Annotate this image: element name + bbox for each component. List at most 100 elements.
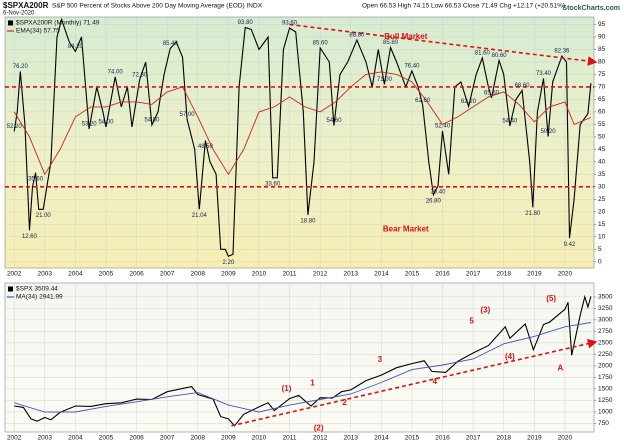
- chart-subtitle: S&P 500 Percent of Stocks Above 200 Day …: [52, 3, 263, 10]
- y-tick-label: 2250: [598, 351, 613, 358]
- data-label: 2.20: [223, 260, 235, 266]
- x-tick-label: 2020: [558, 435, 573, 441]
- x-tick-label: 2005: [99, 435, 114, 441]
- x-tick-label: 2017: [466, 435, 481, 441]
- data-label: 21.80: [525, 211, 541, 217]
- data-label: 50.20: [541, 129, 557, 135]
- x-tick-label: 2012: [313, 271, 328, 278]
- plot-layer: 0510152025303540455055606570758085909520…: [4, 16, 613, 441]
- annotation: 5: [469, 316, 474, 325]
- data-label: 21.00: [36, 213, 52, 219]
- data-label: 53.20: [82, 121, 98, 127]
- x-tick-label: 2007: [160, 271, 175, 278]
- y-tick-label: 60: [598, 109, 606, 116]
- annotation: (5): [546, 294, 556, 303]
- x-tick-label: 2018: [497, 271, 512, 278]
- x-tick-label: 2006: [129, 435, 144, 441]
- quote: Open 66.53 High 74.15 Low 66.53 Close 71…: [362, 3, 565, 10]
- x-tick-label: 2020: [558, 271, 573, 278]
- y-tick-label: 65: [598, 96, 606, 103]
- y-tick-label: 1000: [598, 409, 613, 416]
- y-tick-label: 95: [598, 21, 606, 28]
- y-tick-label: 0: [598, 258, 602, 265]
- x-tick-label: 2019: [527, 435, 542, 441]
- x-tick-label: 2015: [405, 271, 420, 278]
- series-line: [13, 17, 592, 258]
- data-label: 54.40: [502, 118, 518, 124]
- data-label: 93.60: [282, 21, 298, 27]
- data-label: 57.00: [180, 112, 196, 118]
- x-tick-label: 2019: [527, 271, 542, 278]
- y-tick-label: 3250: [598, 305, 613, 312]
- x-tick-label: 2013: [344, 271, 359, 278]
- annotation: (3): [480, 306, 490, 315]
- annotation: 1: [310, 379, 315, 388]
- legend-label: EMA(34) 57.75: [16, 28, 60, 35]
- y-tick-label: 3000: [598, 317, 613, 324]
- x-tick-label: 2002: [7, 271, 22, 278]
- data-label: 73.40: [536, 71, 552, 77]
- y-tick-label: 55: [598, 121, 606, 128]
- data-label: 84.20: [68, 44, 84, 50]
- legend-label: $SPX 3509.44: [16, 286, 58, 293]
- y-tick-label: 45: [598, 146, 606, 153]
- y-tick-label: 3500: [598, 294, 613, 301]
- y-tick-label: 75: [598, 71, 606, 78]
- x-tick-label: 2003: [38, 271, 53, 278]
- data-label: 81.60: [475, 51, 491, 57]
- annotation: (2): [314, 424, 324, 433]
- annotation: 3: [378, 355, 383, 364]
- data-label: 9.42: [564, 242, 576, 248]
- source: StockCharts.com: [562, 5, 620, 12]
- y-tick-label: 85: [598, 46, 606, 53]
- data-label: 85.80: [383, 40, 399, 46]
- data-label: 71.00: [377, 77, 393, 83]
- y-tick-label: 1750: [598, 374, 613, 381]
- x-tick-label: 2012: [313, 435, 328, 441]
- trend-line: [289, 23, 598, 66]
- x-tick-label: 2004: [68, 271, 83, 278]
- x-tick-label: 2002: [7, 435, 22, 441]
- data-label: 93.80: [238, 20, 254, 26]
- data-label: 80.60: [492, 53, 508, 59]
- data-label: 62.60: [415, 98, 431, 104]
- x-tick-label: 2013: [344, 435, 359, 441]
- data-label: 54.60: [326, 118, 342, 124]
- y-tick-label: 5: [598, 246, 602, 253]
- x-tick-label: 2009: [221, 271, 236, 278]
- y-tick-label: 2000: [598, 363, 613, 370]
- data-label: 82.36: [554, 49, 570, 55]
- y-tick-label: 2750: [598, 328, 613, 335]
- y-tick-label: 35: [598, 171, 606, 178]
- y-tick-label: 30: [598, 184, 606, 191]
- x-tick-label: 2018: [497, 435, 512, 441]
- x-tick-label: 2016: [435, 271, 450, 278]
- chart-title: $SPXA200R: [3, 1, 49, 10]
- data-label: 85.40: [163, 41, 179, 47]
- x-tick-label: 2017: [466, 271, 481, 278]
- x-tick-label: 2010: [252, 435, 267, 441]
- x-tick-label: 2008: [191, 435, 206, 441]
- data-label: 76.40: [404, 64, 420, 70]
- y-tick-label: 2500: [598, 340, 613, 347]
- y-tick-label: 20: [598, 209, 606, 216]
- x-tick-label: 2011: [283, 435, 297, 441]
- y-tick-label: 80: [598, 59, 606, 66]
- y-tick-label: 40: [598, 159, 606, 166]
- series-line: [14, 294, 592, 427]
- data-label: 18.80: [300, 218, 316, 224]
- legend-label: $SPXA200R (Monthly) 71.49: [16, 20, 100, 27]
- x-tick-label: 2008: [191, 271, 206, 278]
- annotation: 2: [342, 398, 347, 407]
- y-tick-label: 10: [598, 233, 606, 240]
- data-label: 21.04: [192, 213, 208, 219]
- chart-date: 6-Nov-2020: [3, 11, 35, 17]
- data-label: 54.80: [144, 117, 160, 123]
- y-tick-label: 25: [598, 196, 606, 203]
- data-label: 62.20: [461, 99, 477, 105]
- trend-line: [231, 339, 598, 427]
- x-tick-label: 2005: [99, 271, 114, 278]
- y-tick-label: 15: [598, 221, 606, 228]
- x-tick-label: 2009: [221, 435, 236, 441]
